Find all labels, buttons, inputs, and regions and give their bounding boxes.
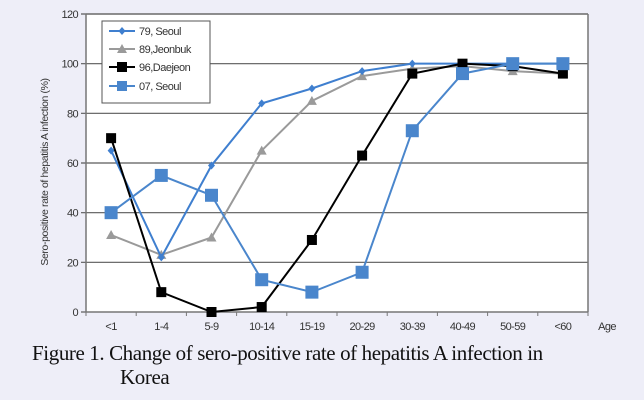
triangle-marker: [256, 145, 267, 155]
diamond-marker: [258, 99, 266, 108]
large-square-marker: [104, 206, 118, 220]
axes: [85, 13, 589, 316]
diamond-marker: [208, 161, 215, 170]
legend-item: 89,Jeonbuk: [109, 44, 192, 56]
legend-item: 07, Seoul: [109, 81, 182, 93]
y-tick-label: 20: [67, 257, 79, 269]
y-tick-label: 40: [67, 208, 79, 220]
line-chart: 0 20 40 60 80 100 120 <1 1-4 5-9 10-14 15-19 20-29 3…: [39, 9, 617, 333]
large-square-marker: [556, 57, 570, 71]
square-marker: [206, 307, 217, 317]
triangle-marker: [306, 95, 317, 105]
x-tick-label: 1-4: [154, 321, 169, 333]
large-square-marker: [305, 285, 319, 299]
large-square-marker: [506, 57, 520, 71]
y-tick-label: 80: [67, 108, 79, 120]
figure-caption: Figure 1. Change of sero-positive rate o…: [32, 341, 642, 389]
square-marker: [306, 234, 317, 245]
square-marker: [557, 68, 568, 79]
diamond-marker: [308, 84, 316, 93]
x-tick-labels: <1 1-4 5-9 10-14 15-19 20-29 30-39 40-49 50-59 <6…: [105, 321, 572, 333]
large-square-marker: [405, 124, 419, 138]
y-axis-title: Sero-positive rate of hepatitis A infect…: [39, 78, 51, 265]
x-tick-label: 15-19: [299, 321, 325, 333]
y-tick-label: 0: [72, 307, 78, 319]
x-tick-label: 50-59: [500, 321, 526, 333]
y-tick-label: 120: [61, 9, 78, 21]
legend-item: 79, Seoul: [109, 26, 182, 38]
diamond-marker: [107, 146, 115, 155]
series-line: [110, 62, 564, 314]
legend: 79, Seoul 89,Jeonbuk 96,Daejeon 07, Seoul: [101, 20, 211, 104]
diamond-marker: [118, 27, 126, 35]
large-square-marker: [456, 67, 469, 81]
caption-line-1: Figure 1. Change of sero-positive rate o…: [32, 341, 543, 365]
triangle-marker: [117, 44, 127, 53]
x-tick-label: 10-14: [249, 321, 275, 333]
x-tick-label: <60: [554, 321, 571, 333]
y-tick-label: 60: [67, 158, 79, 170]
diamond-marker: [358, 67, 366, 76]
legend-label: 89,Jeonbuk: [139, 44, 192, 56]
y-tick-labels: 0 20 40 60 80 100 120: [61, 9, 79, 319]
square-marker: [357, 150, 368, 161]
square-marker: [117, 62, 127, 72]
triangle-marker: [106, 230, 117, 240]
series-line: [110, 62, 563, 260]
legend-label: 96,Daejeon: [139, 62, 191, 74]
square-marker: [457, 58, 468, 69]
large-square-marker: [355, 265, 369, 279]
x-tick-label: 30-39: [400, 321, 426, 333]
caption-line-2: Korea: [120, 365, 170, 389]
square-marker: [256, 302, 267, 313]
legend-label: 07, Seoul: [139, 81, 181, 93]
diamond-marker: [408, 59, 416, 68]
series-07-seoul: [104, 57, 570, 299]
square-marker: [106, 133, 117, 144]
triangle-marker: [206, 232, 217, 242]
x-tick-label: 40-49: [450, 321, 476, 333]
x-tick-label: <1: [105, 321, 117, 333]
series-group: [104, 57, 570, 317]
legend-label: 79, Seoul: [139, 26, 181, 38]
large-square-marker: [255, 273, 269, 287]
x-tick-label: 20-29: [350, 321, 376, 333]
x-tick-label: 5-9: [204, 321, 219, 333]
large-square-marker: [154, 168, 168, 182]
large-square-marker: [205, 188, 218, 202]
series-line: [110, 62, 563, 294]
square-marker: [407, 68, 418, 79]
legend-item: 96,Daejeon: [109, 62, 191, 74]
square-marker: [117, 81, 127, 91]
triangle-marker: [357, 71, 368, 81]
diamond-marker: [157, 253, 165, 262]
y-tick-label: 100: [61, 59, 78, 71]
square-marker: [156, 287, 167, 298]
x-axis-title: Age: [598, 321, 616, 333]
